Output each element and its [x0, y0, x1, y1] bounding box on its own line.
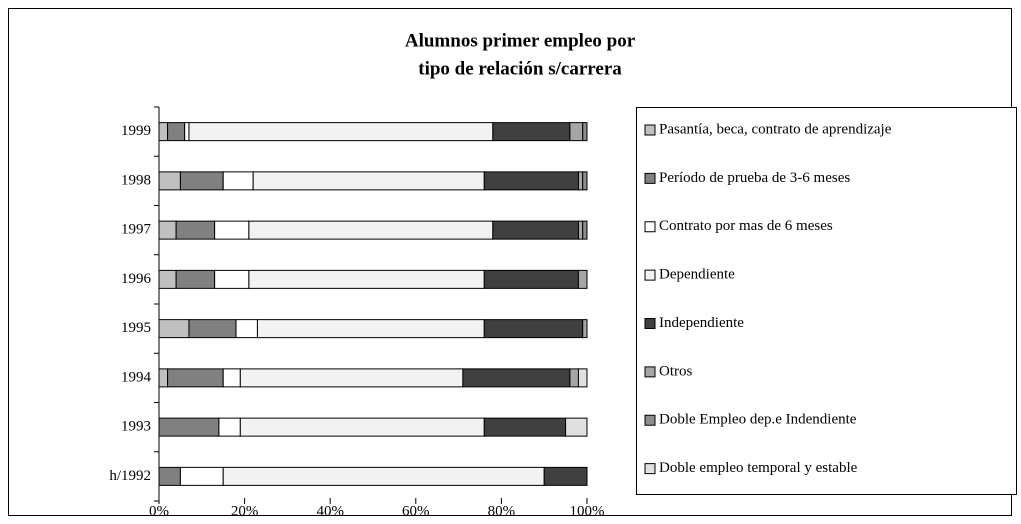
bar-segment — [492, 220, 579, 240]
bar-segment — [158, 171, 181, 191]
legend-swatch — [644, 366, 656, 378]
legend-label: Doble Empleo dep.e Indendiente — [659, 412, 857, 428]
bar-segment — [256, 319, 485, 339]
x-tick-label: 80% — [488, 503, 516, 519]
y-tick-label: h/1992 — [109, 468, 151, 484]
x-tick-label: 60% — [402, 503, 430, 519]
y-tick-label: 1997 — [121, 222, 152, 238]
legend-box — [636, 107, 1017, 495]
bar-segment — [167, 122, 186, 142]
bar-segment — [483, 417, 567, 437]
bar-segment — [158, 466, 181, 486]
legend-swatch — [644, 269, 656, 281]
bar-segment — [188, 122, 494, 142]
bar-segment — [214, 220, 250, 240]
bar-segment — [483, 171, 579, 191]
bar-segment — [577, 220, 584, 240]
bar-segment — [175, 269, 216, 289]
bar-segment — [252, 171, 485, 191]
bar-segment — [248, 220, 494, 240]
bar-segment — [239, 417, 485, 437]
bar-segment — [577, 269, 588, 289]
x-tick-label: 40% — [316, 503, 344, 519]
y-tick-label: 1996 — [121, 271, 152, 287]
y-tick-label: 1998 — [121, 172, 151, 188]
x-tick-label: 0% — [149, 503, 169, 519]
bar-segment — [582, 122, 588, 142]
bar-segment — [158, 220, 177, 240]
y-tick-label: 1995 — [121, 320, 151, 336]
bar-segment — [222, 171, 254, 191]
legend-label: Dependiente — [659, 267, 735, 283]
legend-swatch — [644, 124, 656, 136]
y-tick-label: 1999 — [121, 123, 151, 139]
bar-segment — [543, 466, 588, 486]
bar-segment — [577, 368, 588, 388]
legend-swatch — [644, 172, 656, 184]
chart-title: tipo de relación s/carrera — [418, 58, 622, 79]
legend-label: Otros — [659, 363, 692, 379]
bar-segment — [565, 417, 588, 437]
legend-swatch — [644, 463, 656, 475]
bar-segment — [569, 368, 579, 388]
y-tick-label: 1994 — [121, 369, 152, 385]
bar-segment — [492, 122, 571, 142]
bar-segment — [158, 269, 177, 289]
legend-label: Pasantía, beca, contrato de aprendizaje — [659, 121, 892, 137]
bar-segment — [222, 466, 545, 486]
x-tick-label: 100% — [570, 503, 605, 519]
bar-segment — [483, 269, 579, 289]
x-tick-label: 20% — [231, 503, 259, 519]
bar-segment — [582, 220, 588, 240]
bar-segment — [462, 368, 571, 388]
bar-segment — [158, 319, 190, 339]
bar-segment — [248, 269, 485, 289]
legend-label: Doble empleo temporal y estable — [659, 460, 858, 476]
bar-segment — [235, 319, 258, 339]
bar-segment — [158, 368, 169, 388]
bar-segment — [179, 466, 224, 486]
bar-segment — [582, 319, 588, 339]
y-tick-label: 1993 — [121, 419, 151, 435]
chart-title: Alumnos primer empleo por — [405, 30, 636, 51]
bar-segment — [239, 368, 464, 388]
bar-segment — [222, 368, 241, 388]
bar-segment — [577, 171, 584, 191]
legend-swatch — [644, 221, 656, 233]
legend-label: Independiente — [659, 315, 744, 331]
bar-segment — [158, 122, 169, 142]
legend-swatch — [644, 318, 656, 329]
bar-segment — [175, 220, 216, 240]
bar-segment — [188, 319, 237, 339]
bar-segment — [179, 171, 224, 191]
legend-label: Período de prueba de 3-6 meses — [659, 170, 850, 186]
legend-label: Contrato por mas de 6 meses — [659, 218, 833, 234]
bar-segment — [214, 269, 250, 289]
bar-segment — [167, 368, 224, 388]
bar-segment — [569, 122, 584, 142]
bar-segment — [582, 171, 588, 191]
bar-segment — [184, 122, 190, 142]
bar-segment — [483, 319, 584, 339]
legend-swatch — [644, 414, 656, 426]
bar-segment — [218, 417, 241, 437]
bar-segment — [158, 417, 220, 437]
